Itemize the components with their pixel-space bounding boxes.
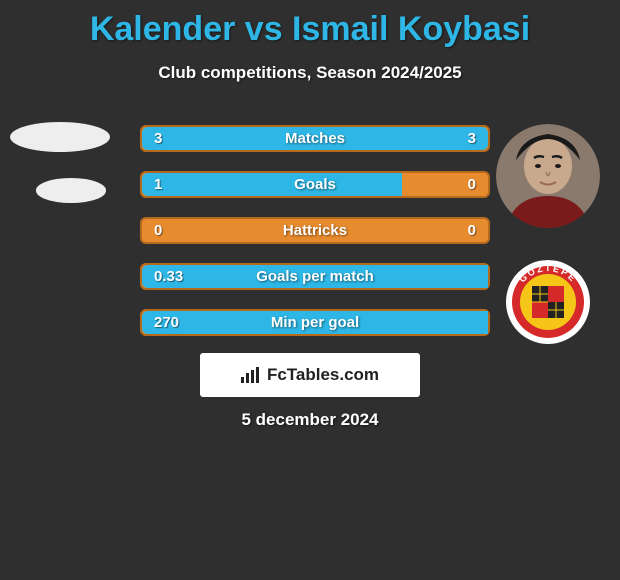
stat-label: Goals per match — [142, 268, 488, 285]
stat-label: Goals — [142, 176, 488, 193]
stat-row: 00Hattricks — [140, 217, 490, 244]
footer-attribution: FcTables.com — [200, 353, 420, 397]
player-left-club-badge — [36, 178, 106, 203]
stat-label: Matches — [142, 130, 488, 147]
date-label: 5 december 2024 — [0, 410, 620, 430]
stat-label: Min per goal — [142, 314, 488, 331]
stat-row: 270Min per goal — [140, 309, 490, 336]
bar-chart-icon — [241, 367, 261, 383]
stat-bars: 33Matches 10Goals 00Hattricks 0.33Goals per… — [140, 125, 490, 355]
avatar-icon — [496, 124, 600, 228]
stat-row: 33Matches — [140, 125, 490, 152]
club-badge-icon: GÖZTEPE — [496, 260, 600, 344]
player-left-avatar — [10, 122, 110, 152]
player-right-avatar — [496, 124, 600, 228]
page-title: Kalender vs Ismail Koybasi — [0, 0, 620, 49]
stat-row: 0.33Goals per match — [140, 263, 490, 290]
stat-row: 10Goals — [140, 171, 490, 198]
stat-label: Hattricks — [142, 222, 488, 239]
comparison-card: Kalender vs Ismail Koybasi Club competit… — [0, 0, 620, 580]
footer-site: FcTables.com — [267, 365, 379, 385]
subtitle: Club competitions, Season 2024/2025 — [0, 63, 620, 83]
player-right-club-badge: GÖZTEPE — [496, 260, 600, 344]
